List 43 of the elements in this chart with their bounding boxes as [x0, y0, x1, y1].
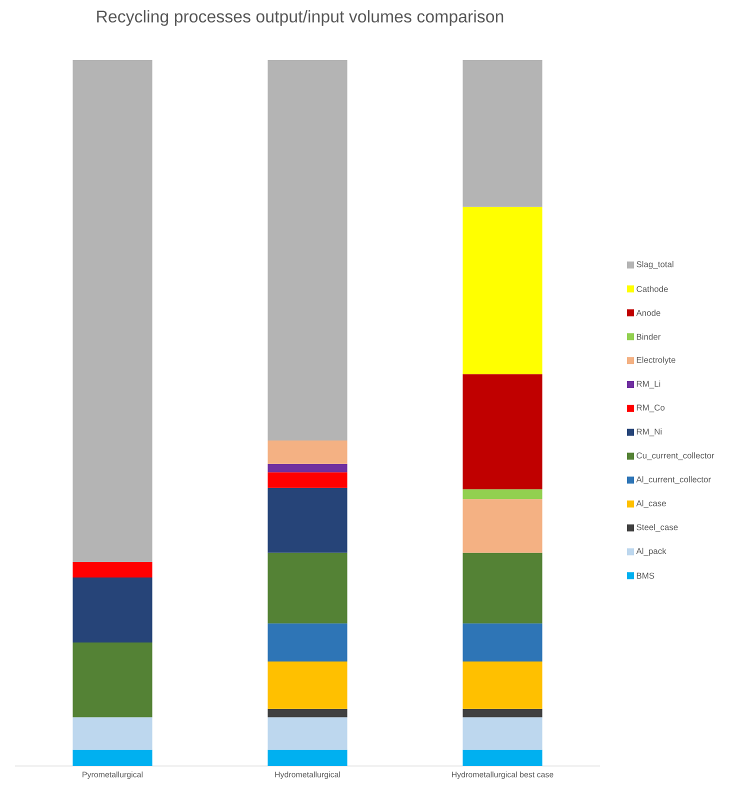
bar	[268, 750, 348, 766]
bar	[268, 440, 348, 464]
bar	[462, 708, 542, 718]
bar	[462, 717, 542, 750]
bar	[72, 750, 152, 766]
bar	[462, 374, 542, 490]
legend-label: Al_current_collector	[636, 476, 711, 484]
bar	[268, 464, 348, 472]
bar	[268, 717, 348, 750]
bar	[462, 489, 542, 500]
legend-label: Slag_total	[636, 261, 674, 269]
bar	[462, 750, 542, 766]
bar	[462, 60, 542, 207]
legend-label: Electrolyte	[636, 356, 676, 365]
bar	[462, 499, 542, 553]
bar	[72, 60, 152, 562]
bar	[268, 488, 348, 553]
bar	[462, 623, 542, 662]
bar	[462, 206, 542, 374]
legend-label: RM_Co	[636, 404, 665, 412]
bar	[72, 577, 152, 642]
bar	[268, 552, 348, 624]
legend-label: Cu_current_collector	[636, 452, 714, 460]
bar	[268, 472, 348, 488]
legend-label: Cathode	[636, 286, 668, 292]
legend-label: RM_Li	[636, 380, 660, 388]
legend-label: BMS	[636, 572, 654, 579]
bar	[268, 708, 348, 718]
chart-title: Recycling processes output/input volumes comparison	[97, 10, 504, 26]
bar	[268, 623, 348, 662]
legend-label: Binder	[636, 334, 661, 340]
bar	[268, 60, 348, 441]
bar	[462, 552, 542, 624]
legend-label: Al_pack	[636, 548, 666, 556]
legend-label: RM_Ni	[636, 428, 662, 436]
bar	[72, 562, 152, 578]
legend-label: Steel_case	[636, 524, 678, 532]
bar	[268, 662, 348, 709]
bar	[72, 717, 152, 750]
legend-label: Anode	[636, 310, 660, 316]
legend-label: Al_case	[636, 500, 666, 508]
bar	[462, 662, 542, 709]
bar	[72, 642, 152, 718]
